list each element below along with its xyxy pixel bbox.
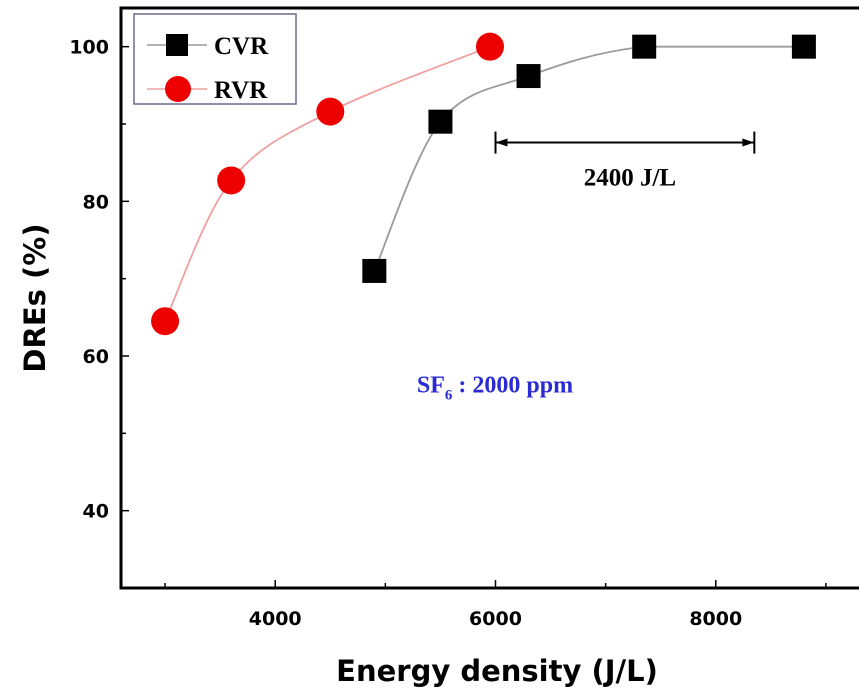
legend-cvr-marker: [166, 34, 188, 56]
series-markers: [151, 32, 816, 336]
sf6-rest: : 2000 ppm: [452, 373, 573, 399]
span-right-arrow: [742, 138, 755, 147]
span-annotation: 2400 J/L: [494, 131, 756, 192]
span-label: 2400 J/L: [584, 165, 676, 192]
sf6-main: SF: [417, 373, 445, 399]
x-axis-title: Energy density (J/L): [336, 654, 658, 688]
rvr-data-point: [217, 166, 246, 195]
legend-cvr-label: CVR: [214, 33, 269, 60]
y-tick-label: 60: [83, 346, 109, 368]
cvr-data-point: [516, 64, 541, 89]
y-tick-label: 40: [83, 501, 109, 523]
rvr-data-point: [475, 32, 504, 61]
cvr-data-point: [428, 109, 453, 134]
axis-ticks: [121, 45, 827, 588]
legend-rvr-marker: [165, 76, 191, 102]
cvr-data-point: [632, 34, 657, 59]
y-axis-title: DREs (%): [18, 223, 52, 372]
legend: CVR RVR: [133, 13, 297, 105]
sf6-label: SF6 : 2000 ppm: [417, 373, 573, 404]
cvr-data-point: [362, 258, 387, 283]
y-tick-label: 100: [69, 37, 109, 59]
rvr-data-point: [151, 307, 180, 336]
x-tick-label: 6000: [469, 608, 522, 630]
y-tick-labels: 40 60 80 100: [69, 37, 109, 523]
x-tick-label: 8000: [689, 608, 742, 630]
x-tick-label: 4000: [249, 608, 302, 630]
y-tick-label: 80: [83, 191, 109, 213]
sf6-subscript: 6: [445, 388, 453, 404]
x-tick-labels: 4000 6000 8000: [249, 608, 742, 630]
legend-rvr-label: RVR: [214, 77, 268, 104]
span-left-arrow: [495, 138, 508, 147]
cvr-data-point: [791, 34, 816, 59]
rvr-data-point: [316, 97, 345, 126]
series-line-rvr: [164, 45, 491, 322]
